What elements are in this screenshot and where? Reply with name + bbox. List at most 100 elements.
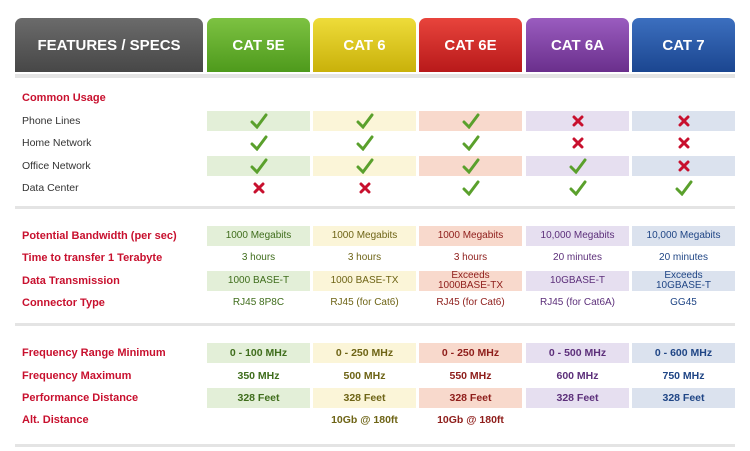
- check-icon: [313, 156, 416, 176]
- cross-icon: [632, 133, 735, 153]
- check-icon: [207, 111, 310, 131]
- value-cell: 0 - 250 MHz: [313, 343, 416, 363]
- check: [462, 135, 479, 151]
- row-label: Alt. Distance: [22, 414, 89, 426]
- value-cell: 3 hours: [347, 252, 382, 263]
- check-icon: [419, 133, 522, 153]
- value-cell: 0 - 500 MHz: [526, 343, 629, 363]
- value-cell: 328 Feet: [419, 388, 522, 408]
- value-cell: Exceeds 10GBASE-T: [632, 271, 735, 291]
- cross: [572, 137, 583, 149]
- header-column: CAT 6A: [526, 18, 629, 72]
- value-cell: Exceeds 1000BASE-TX: [419, 271, 522, 291]
- row-label: Data Center: [22, 182, 79, 194]
- header-column: CAT 6: [313, 18, 416, 72]
- value-cell: 750 MHz: [662, 370, 705, 382]
- value-cell: 3 hours: [241, 252, 276, 263]
- value-cell: 10GBASE-T: [526, 271, 629, 291]
- check: [356, 135, 373, 151]
- value-cell: 10,000 Megabits: [526, 226, 629, 246]
- section-title: Common Usage: [22, 92, 106, 104]
- check: [462, 113, 479, 129]
- check: [356, 158, 373, 174]
- separator: [15, 74, 735, 78]
- value-cell: 1000 Megabits: [207, 226, 310, 246]
- cross-icon: [526, 111, 629, 131]
- check-icon: [526, 178, 629, 198]
- value-cell: 1000 BASE-TX: [313, 271, 416, 291]
- check-icon: [419, 111, 522, 131]
- value-cell: 600 MHz: [556, 370, 599, 382]
- value-cell: 328 Feet: [632, 388, 735, 408]
- cross-icon: [313, 178, 416, 198]
- value-cell: 328 Feet: [207, 388, 310, 408]
- row-label: Frequency Range Minimum: [22, 347, 166, 359]
- check-icon: [313, 111, 416, 131]
- value-cell: 0 - 250 MHz: [419, 343, 522, 363]
- value-cell: 3 hours: [453, 252, 488, 263]
- value-cell: 0 - 600 MHz: [632, 343, 735, 363]
- cross: [678, 160, 689, 172]
- check: [569, 158, 586, 174]
- cross: [678, 115, 689, 127]
- row-label: Office Network: [22, 160, 91, 172]
- check: [569, 180, 586, 196]
- value-cell: 10,000 Megabits: [632, 226, 735, 246]
- check-icon: [207, 133, 310, 153]
- check-icon: [419, 178, 522, 198]
- separator: [15, 206, 735, 209]
- value-cell: RJ45 (for Cat6A): [539, 297, 616, 308]
- row-label: Frequency Maximum: [22, 370, 132, 382]
- value-cell: 10Gb @ 180ft: [437, 414, 504, 426]
- value-cell: 1000 BASE-T: [207, 271, 310, 291]
- cross: [678, 137, 689, 149]
- header-column: CAT 7: [632, 18, 735, 72]
- row-label: Potential Bandwidth (per sec): [22, 230, 177, 242]
- value-cell: 20 minutes: [553, 252, 602, 263]
- separator: [15, 444, 735, 447]
- value-cell: 500 MHz: [343, 370, 386, 382]
- cross-icon: [632, 156, 735, 176]
- check: [462, 180, 479, 196]
- separator: [15, 323, 735, 326]
- cross-icon: [632, 111, 735, 131]
- check: [462, 158, 479, 174]
- value-cell: [632, 410, 735, 430]
- header-column: CAT 5E: [207, 18, 310, 72]
- value-cell: RJ45 8P8C: [232, 297, 285, 308]
- value-cell: [526, 410, 629, 430]
- value-cell: 1000 Megabits: [419, 226, 522, 246]
- value-cell: 350 MHz: [237, 370, 280, 382]
- check: [356, 113, 373, 129]
- value-cell: 20 minutes: [659, 252, 708, 263]
- header-column: CAT 6E: [419, 18, 522, 72]
- header-title: FEATURES / SPECS: [15, 18, 203, 72]
- cross-icon: [526, 133, 629, 153]
- value-cell: 328 Feet: [526, 388, 629, 408]
- row-label: Time to transfer 1 Terabyte: [22, 252, 163, 264]
- cross: [572, 115, 583, 127]
- value-cell: RJ45 (for Cat6): [330, 297, 399, 308]
- check: [675, 180, 692, 196]
- value-cell: [207, 410, 310, 430]
- cross-icon: [207, 178, 310, 198]
- row-label: Home Network: [22, 137, 92, 149]
- cross: [359, 182, 370, 194]
- row-label: Phone Lines: [22, 115, 81, 127]
- row-label: Performance Distance: [22, 392, 139, 404]
- value-cell: 550 MHz: [449, 370, 492, 382]
- value-cell: 10Gb @ 180ft: [331, 414, 398, 426]
- check: [250, 158, 267, 174]
- value-cell: RJ45 (for Cat6): [436, 297, 505, 308]
- value-cell: 328 Feet: [313, 388, 416, 408]
- check: [250, 135, 267, 151]
- check-icon: [419, 156, 522, 176]
- value-cell: 1000 Megabits: [313, 226, 416, 246]
- cross: [253, 182, 264, 194]
- value-cell: 0 - 100 MHz: [207, 343, 310, 363]
- check-icon: [632, 178, 735, 198]
- row-label: Data Transmission: [22, 275, 120, 287]
- check-icon: [526, 156, 629, 176]
- row-label: Connector Type: [22, 297, 105, 309]
